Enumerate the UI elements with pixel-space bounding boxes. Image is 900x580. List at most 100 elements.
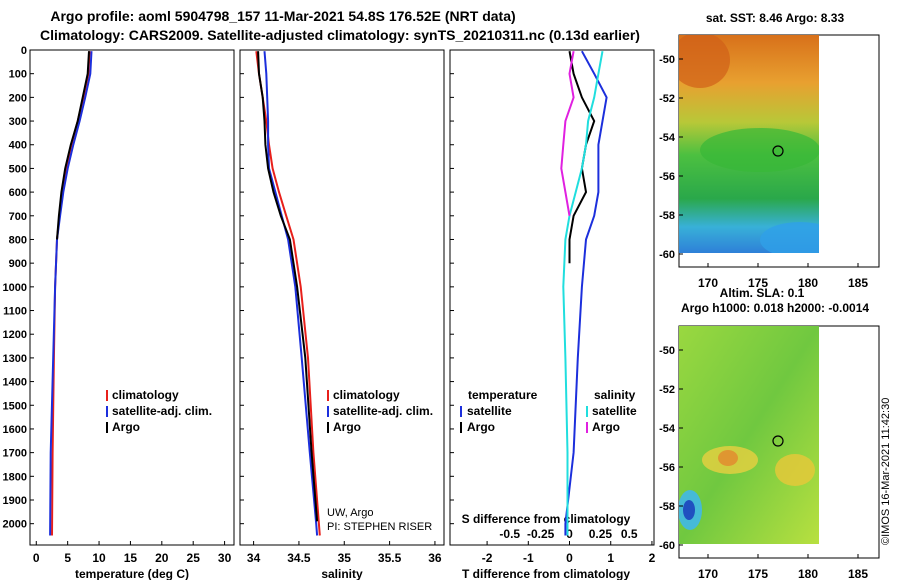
depth-tick-label: 0 <box>21 45 27 57</box>
series-salinity-argo <box>560 51 575 216</box>
sla-yellow-blob-2 <box>775 454 815 486</box>
credit-text: ©IMOS 16-Mar-2021 11:42:30 <box>880 398 892 545</box>
series-temperature-satellite <box>564 50 608 536</box>
series-climatology <box>51 51 91 536</box>
map-lon-label: 175 <box>748 276 768 290</box>
difference-series <box>560 50 608 536</box>
map-lat-label: -60 <box>659 540 675 552</box>
legend-swatch-satellite <box>106 406 108 417</box>
depth-tick-label: 1600 <box>3 424 27 436</box>
x-tick-label: 35 <box>338 551 352 565</box>
annotation-line-2: PI: STEPHEN RISER <box>327 521 432 533</box>
secondary-x-tick-label: 0 <box>566 527 573 541</box>
sla-map-image <box>679 326 819 544</box>
series-satellite-adj-clim- <box>263 51 319 536</box>
salinity-legend: climatology satellite-adj. clim. Argo <box>327 388 433 434</box>
depth-tick-label: 300 <box>9 116 27 128</box>
depth-tick-label: 1800 <box>3 471 27 483</box>
sla-blue-core <box>683 500 695 520</box>
depth-tick-label: 200 <box>9 92 27 104</box>
x-tick-label: 25 <box>187 551 201 565</box>
series-temperature-argo <box>568 51 596 264</box>
x-tick-label: 34.5 <box>287 551 311 565</box>
x-tick-label: 30 <box>218 551 232 565</box>
x-tick-label: 35.5 <box>378 551 402 565</box>
legend-swatch-temperature-satellite <box>460 406 462 417</box>
x-tick-label: 36 <box>428 551 442 565</box>
depth-tick-label: 1400 <box>3 377 27 389</box>
x-tick-label: 15 <box>124 551 138 565</box>
difference-panel-frame <box>449 49 655 546</box>
legend-label-satellite: satellite-adj. clim. <box>333 404 433 418</box>
legend-swatch-argo <box>106 422 108 433</box>
legend-label-satellite: satellite-adj. clim. <box>112 404 212 418</box>
salinity-difference-secondary-axis: -0.5 -0.25 0 0.25 0.5 <box>499 527 638 541</box>
depth-tick-label: 2000 <box>3 519 27 531</box>
depth-tick-label: 400 <box>9 140 27 152</box>
x-tick-label: 10 <box>92 551 106 565</box>
map-lat-label: -52 <box>659 384 675 396</box>
series-argo <box>257 51 319 522</box>
legend-swatch-salinity-argo <box>586 422 588 433</box>
salinity-series <box>255 51 321 536</box>
secondary-x-tick-label: 0.25 <box>589 527 613 541</box>
x-tick-label: 0 <box>566 551 573 565</box>
sst-map-image <box>679 35 819 253</box>
salinity-annotation: UW, Argo PI: STEPHEN RISER <box>327 507 432 533</box>
depth-tick-label: 1100 <box>3 306 27 318</box>
sst-cold-patch <box>760 222 819 253</box>
map-lon-label: 170 <box>698 276 718 290</box>
legend-label-argo: Argo <box>112 420 140 434</box>
temperature-panel-frame <box>29 49 235 546</box>
x-tick-label: 2 <box>649 551 656 565</box>
depth-tick-label: 1700 <box>3 448 27 460</box>
difference-xlabel-secondary: S difference from climatology <box>462 512 631 526</box>
map-lat-label: -54 <box>659 423 676 435</box>
map-lat-label: -50 <box>659 345 675 357</box>
x-tick-label: -1 <box>523 551 534 565</box>
legend-swatch-satellite <box>327 406 329 417</box>
legend-label-climatology: climatology <box>112 388 179 402</box>
sla-map-y-axis: -50 -52 -54 -56 -58 -60 <box>659 345 683 552</box>
temperature-legend: climatology satellite-adj. clim. Argo <box>106 388 212 434</box>
series-argo <box>56 51 90 240</box>
sst-map-y-axis: -50 -52 -54 -56 -58 -60 <box>659 54 683 261</box>
salinity-panel-frame <box>239 49 445 546</box>
map-lon-label: 185 <box>848 276 868 290</box>
legend-label-argo: Argo <box>333 420 361 434</box>
difference-legend: temperature salinity satellite Argo sate… <box>460 388 637 434</box>
title-line-2: Climatology: CARS2009. Satellite-adjuste… <box>40 27 640 43</box>
sst-argo-location-marker <box>772 145 784 157</box>
depth-tick-label: 700 <box>9 211 27 223</box>
x-tick-label: 1 <box>607 551 614 565</box>
legend-swatch-argo <box>327 422 329 433</box>
legend-swatch-salinity-satellite <box>586 406 588 417</box>
difference-x-axis: -2 -1 0 1 2 <box>482 541 656 565</box>
depth-tick-label: 1200 <box>3 329 27 341</box>
depth-tick-label: 1500 <box>3 400 27 412</box>
legend-label-climatology: climatology <box>333 388 400 402</box>
x-tick-label: -2 <box>482 551 493 565</box>
map-lat-label: -60 <box>659 249 675 261</box>
difference-xlabel: T difference from climatology <box>462 567 630 580</box>
legend-header-salinity: salinity <box>594 388 636 402</box>
sst-green-front <box>700 128 819 172</box>
legend-label-temperature-satellite: satellite <box>467 404 512 418</box>
legend-swatch-climatology <box>106 390 108 401</box>
depth-tick-label: 800 <box>9 234 27 246</box>
map-lat-label: -52 <box>659 93 675 105</box>
secondary-x-tick-label: -0.25 <box>527 527 555 541</box>
map-lat-label: -54 <box>659 132 676 144</box>
sla-argo-location-marker <box>772 435 784 447</box>
legend-label-salinity-argo: Argo <box>592 420 620 434</box>
depth-tick-label: 900 <box>9 258 27 270</box>
x-tick-label: 20 <box>155 551 169 565</box>
series-salinity-satellite <box>562 51 604 536</box>
x-tick-label: 34 <box>247 551 261 565</box>
title-line-1: Argo profile: aoml 5904798_157 11-Mar-20… <box>50 8 515 24</box>
depth-tick-label: 600 <box>9 187 27 199</box>
map-lon-label: 180 <box>798 276 818 290</box>
secondary-x-tick-label: 0.5 <box>621 527 638 541</box>
temperature-series <box>49 51 93 536</box>
